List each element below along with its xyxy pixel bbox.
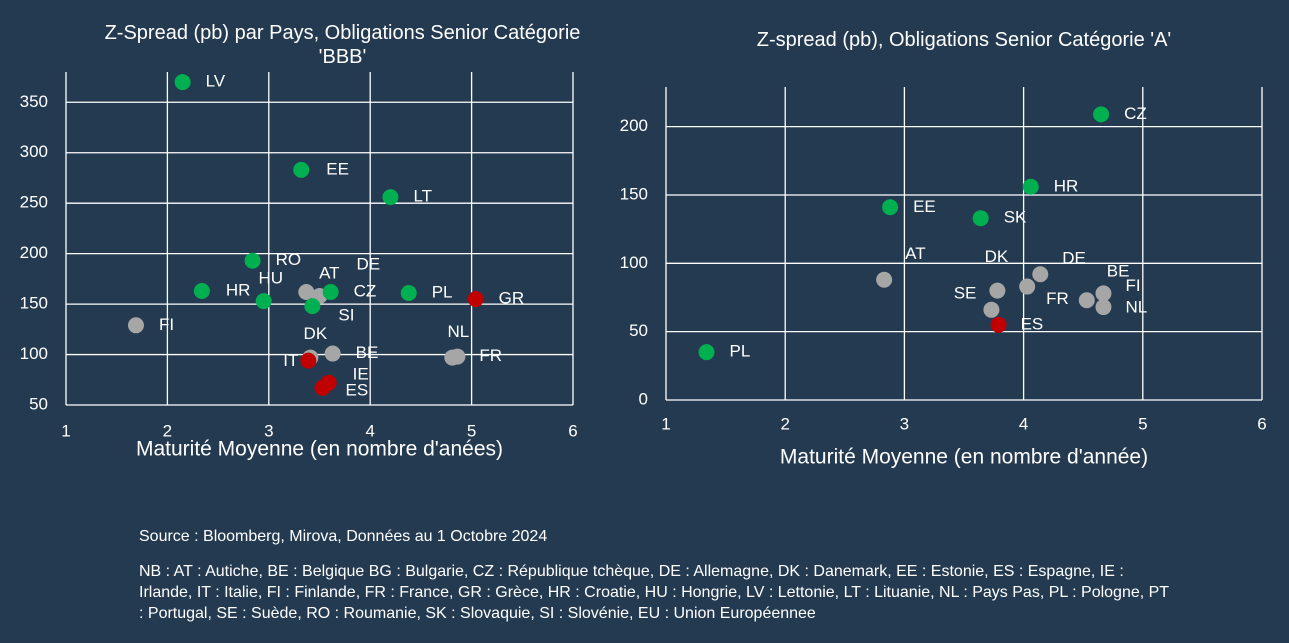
x-tick-label: 1 [61,421,70,440]
point-label: EE [913,197,936,216]
point-label: AT [319,263,339,282]
point-label: RO [276,250,302,269]
y-tick-label: 300 [20,142,48,161]
point [1095,285,1112,302]
point-label: FR [1046,289,1069,308]
point-label: DK [985,247,1009,266]
point [1019,278,1036,295]
point [1078,292,1095,309]
point [174,74,191,91]
point [314,379,331,396]
x-tick-label: 4 [1019,414,1028,433]
point [990,316,1007,333]
x-tick-label: 6 [568,421,577,440]
point-label: PL [730,342,751,361]
point [298,283,315,300]
y-tick-label: 50 [29,394,48,413]
point-label: FR [479,346,502,365]
point [193,282,210,299]
x-tick-label: 6 [1257,414,1266,433]
point-label: SK [1004,208,1027,227]
point [293,161,310,178]
y-tick-label: 200 [620,116,648,135]
point-label: PL [432,282,453,301]
y-tick-label: 100 [20,344,48,363]
point-label: FI [159,315,174,334]
point-label: IE [353,364,369,383]
point-label: BE [356,343,379,362]
point [322,283,339,300]
point-label: DK [304,324,328,343]
point-label: CZ [354,281,377,300]
point-label: SE [954,283,977,302]
point [983,301,1000,318]
point-label: AT [905,244,925,263]
point [449,348,466,365]
point [324,345,341,362]
point [1032,266,1049,283]
point-label: FI [1125,276,1140,295]
point [876,271,893,288]
chart-title: Z-Spread (pb) par Pays, Obligations Seni… [104,22,581,68]
point-label: EE [326,159,349,178]
note: NB : AT : Autiche, BE : Belgique BG : Bu… [139,563,1169,622]
x-tick-label: 5 [1138,414,1147,433]
point [400,284,417,301]
point-label: HR [1054,176,1079,195]
point-label: GR [499,289,525,308]
point-label: LT [413,187,432,206]
point [1095,299,1112,316]
x-tick-label: 2 [163,421,172,440]
x-tick-label: 3 [900,414,909,433]
y-tick-label: 50 [629,321,648,340]
point [1022,178,1039,195]
point [882,199,899,216]
x-axis-label: Maturité Moyenne (en nombre d'année) [780,446,1148,469]
x-tick-label: 5 [467,421,476,440]
point-label: BE [1107,262,1130,281]
point [1093,106,1110,123]
point-label: SI [338,306,354,325]
point [127,317,144,334]
point-label: HR [226,280,251,299]
y-tick-label: 150 [20,294,48,313]
point-label: DE [1062,249,1086,268]
y-tick-label: 250 [20,193,48,212]
y-tick-label: 150 [620,184,648,203]
point [382,189,399,206]
y-tick-label: 350 [20,92,48,111]
point [972,210,989,227]
x-axis-label: Maturité Moyenne (en nombre d'anées) [136,438,503,461]
point [300,352,317,369]
point-label: NL [1125,298,1147,317]
x-tick-label: 3 [264,421,273,440]
y-tick-label: 200 [20,243,48,262]
point-label: IT [283,351,298,370]
x-tick-label: 4 [365,421,374,440]
chart-title: Z-spread (pb), Obligations Senior Catégo… [756,29,1172,51]
source: Source : Bloomberg, Mirova, Données au 1… [139,528,548,545]
point [304,298,321,315]
point [255,293,272,310]
point [244,252,261,269]
point-label: LV [206,72,226,91]
point-label: ES [346,380,369,399]
point [467,291,484,308]
point [989,282,1006,299]
point [698,344,715,361]
point-label: NL [447,322,469,341]
point-label: CZ [1124,104,1147,123]
x-tick-label: 1 [661,414,670,433]
point-label: HU [258,269,283,288]
y-tick-label: 0 [639,389,648,408]
y-tick-label: 100 [620,253,648,272]
point-label: DE [357,255,381,274]
point-label: ES [1021,314,1044,333]
x-tick-label: 2 [780,414,789,433]
